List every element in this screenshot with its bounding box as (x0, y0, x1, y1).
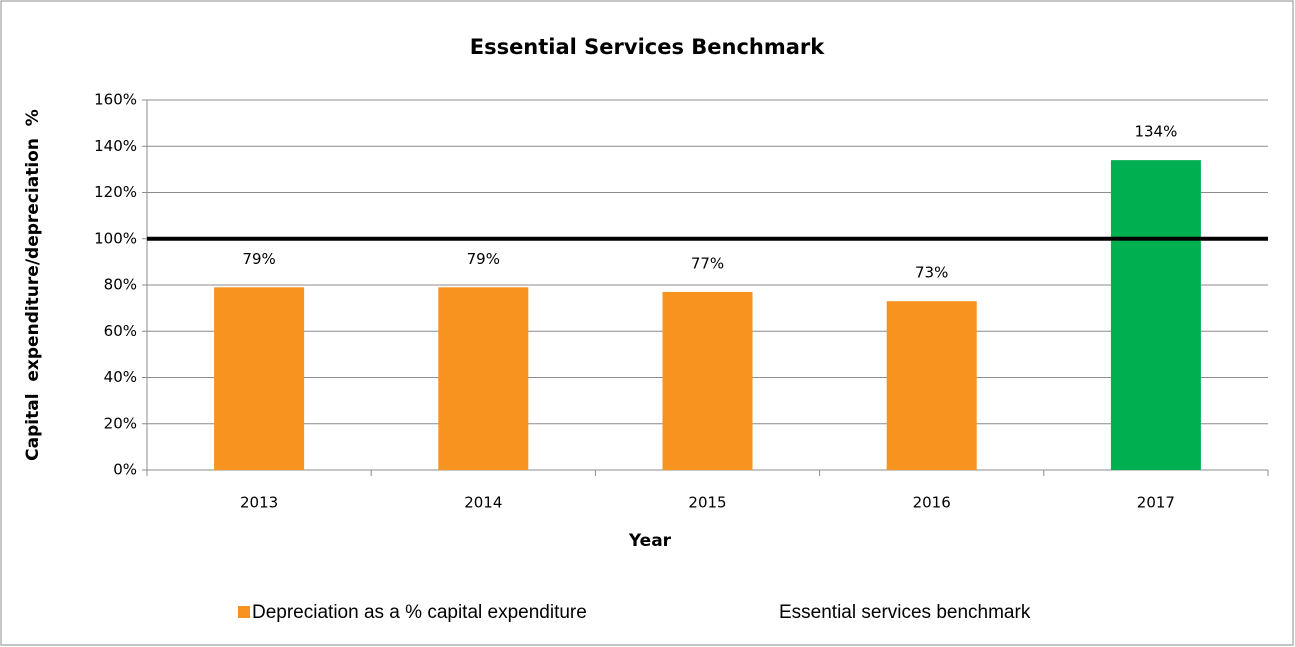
y-tick-label: 120% (94, 183, 137, 201)
data-label: 77% (691, 254, 724, 272)
bar (214, 287, 305, 470)
y-axis-title: Capital expenditure/depreciation % (23, 109, 43, 461)
bar (886, 301, 977, 470)
bar (438, 287, 529, 470)
y-tick-label: 100% (94, 229, 137, 247)
chart-title: Essential Services Benchmark (470, 35, 826, 59)
y-tick-label: 60% (104, 322, 137, 340)
data-label: 73% (915, 264, 948, 282)
y-tick-label: 140% (94, 137, 137, 155)
y-tick-label: 40% (104, 368, 137, 386)
legend-label: Essential services benchmark (779, 602, 1031, 623)
bar (662, 291, 753, 470)
x-axis-title: Year (628, 531, 672, 551)
data-label: 79% (467, 250, 500, 268)
data-label: 79% (242, 250, 275, 268)
y-tick-label: 20% (104, 414, 137, 432)
x-tick-label: 2015 (688, 494, 726, 512)
data-label: 134% (1134, 123, 1177, 141)
x-tick-label: 2014 (464, 494, 502, 512)
legend-label: Depreciation as a % capital expenditure (252, 602, 587, 623)
y-tick-label: 160% (94, 91, 137, 109)
x-tick-label: 2017 (1137, 494, 1175, 512)
y-tick-label: 0% (113, 461, 137, 479)
bar (1110, 160, 1201, 470)
y-tick-label: 80% (104, 276, 137, 294)
legend-swatch (238, 606, 250, 618)
x-tick-label: 2013 (240, 494, 278, 512)
x-tick-label: 2016 (913, 494, 951, 512)
